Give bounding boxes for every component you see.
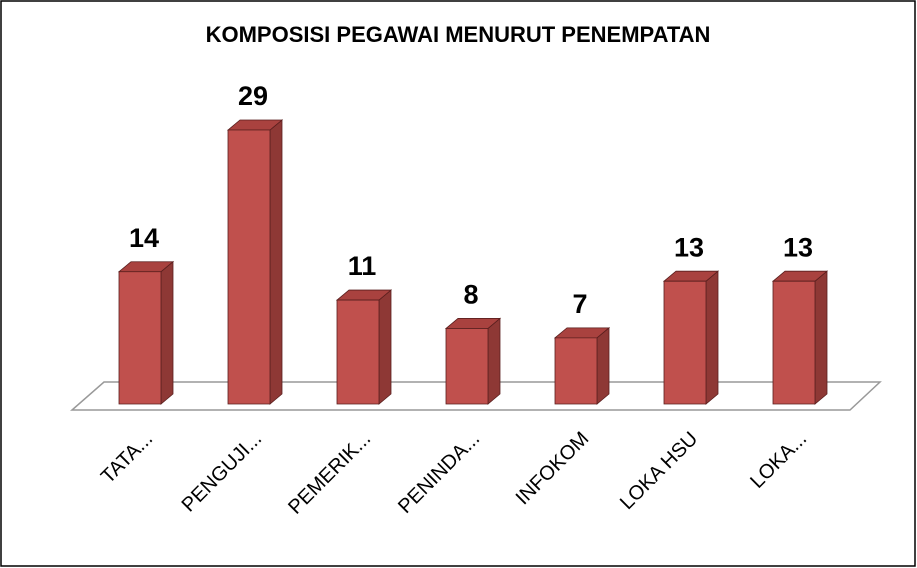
bar-front [445,328,489,405]
data-label: 13 [783,232,813,262]
bar-front [554,337,598,405]
chart-title: KOMPOSISI PEGAWAI MENURUT PENEMPATAN [206,22,711,47]
data-label: 13 [674,232,704,262]
bar [117,260,175,405]
bar-side [378,289,392,405]
bar-side [596,327,610,405]
data-label: 8 [463,280,478,310]
bar-front [663,280,707,405]
bar [444,317,502,405]
bar-side [160,260,174,405]
bar [662,270,720,405]
bar-front [772,280,816,405]
bar-side [487,317,501,405]
data-label: 11 [348,251,377,281]
bar-front [118,271,162,405]
bar-side [705,270,719,405]
bar-side [814,270,828,405]
data-label: 7 [572,289,587,319]
bar [335,289,393,405]
bar-front [336,299,380,405]
bar [771,270,829,405]
bar-front [227,129,271,405]
data-label: 29 [238,81,268,111]
bar [553,327,611,405]
bar [226,119,284,405]
data-label: 14 [129,223,159,253]
bar-side [269,119,283,405]
